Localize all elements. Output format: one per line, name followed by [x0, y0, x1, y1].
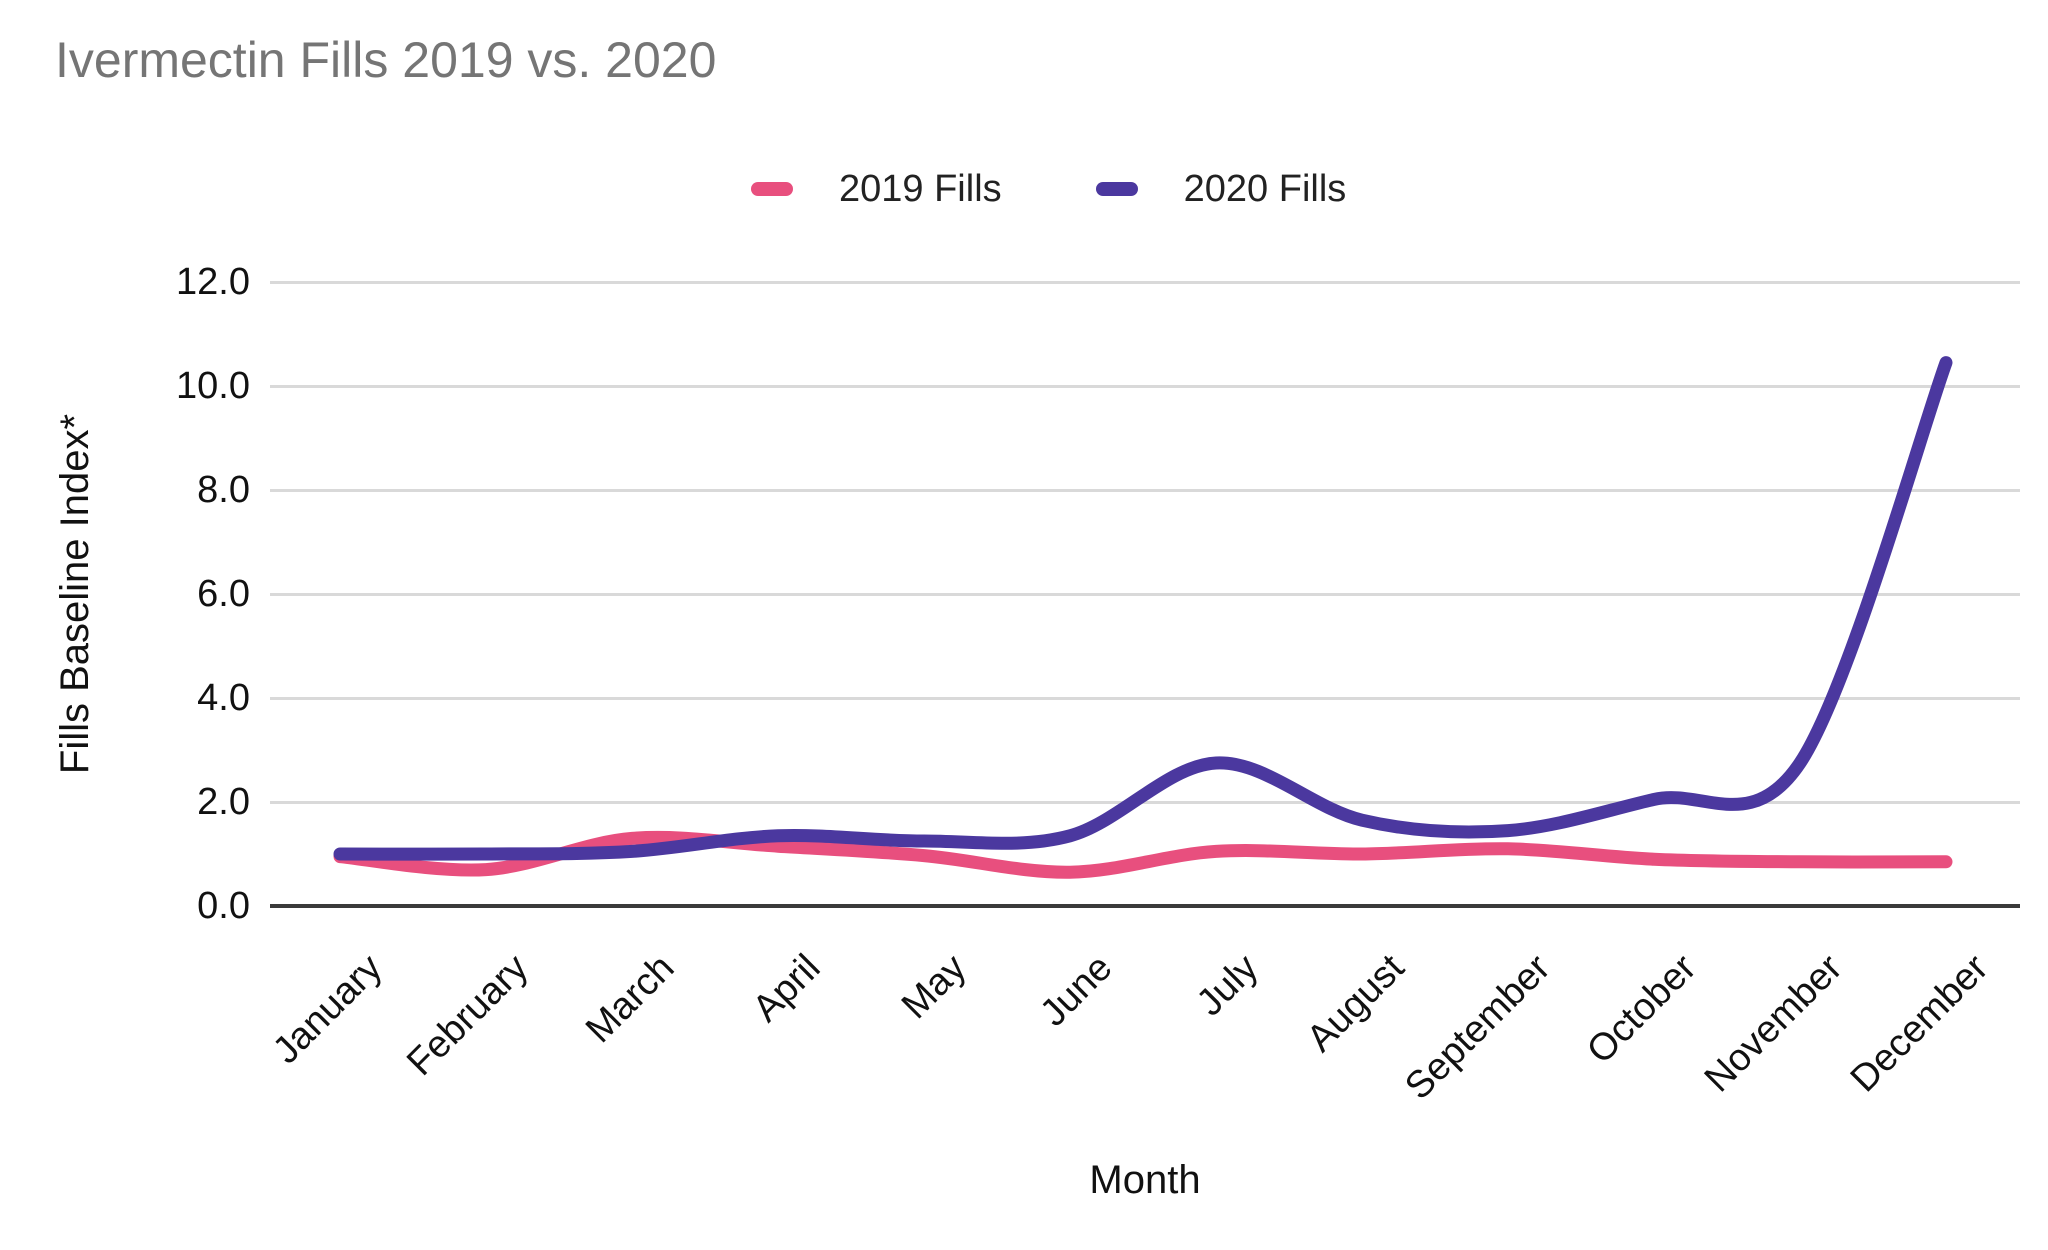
- y-tick-label: 4.0: [197, 677, 250, 719]
- legend-item-2020: 2020 Fills: [1095, 166, 1347, 212]
- y-tick-label: 12.0: [176, 261, 250, 303]
- gridline: [270, 593, 2020, 596]
- y-tick-label: 2.0: [197, 781, 250, 823]
- series-lines: [333, 356, 1953, 879]
- y-tick-label: 0.0: [197, 885, 250, 927]
- gridline: [270, 281, 2020, 284]
- legend: 2019 Fills 2020 Fills: [751, 166, 1346, 212]
- y-tick-label: 6.0: [197, 573, 250, 615]
- legend-label-2020: 2020 Fills: [1183, 168, 1347, 210]
- legend-swatch-2020: [1095, 182, 1138, 196]
- series-line-2020: [333, 356, 1953, 861]
- legend-label-2019: 2019 Fills: [839, 168, 1002, 210]
- gridline: [270, 489, 2020, 492]
- y-tick-label: 10.0: [176, 365, 250, 407]
- x-axis-baseline: [270, 904, 2020, 908]
- gridline: [270, 801, 2020, 804]
- legend-swatch-2019: [751, 182, 793, 196]
- y-axis-title: Fills Baseline Index*: [53, 413, 97, 775]
- legend-item-2019: 2019 Fills: [751, 166, 1002, 212]
- y-tick-label: 8.0: [197, 469, 250, 511]
- series-line-2019: [333, 830, 1953, 879]
- gridline: [270, 385, 2020, 388]
- gridline: [270, 697, 2020, 700]
- chart-title: Ivermectin Fills 2019 vs. 2020: [55, 32, 717, 88]
- x-axis-title: Month: [1089, 1158, 1201, 1202]
